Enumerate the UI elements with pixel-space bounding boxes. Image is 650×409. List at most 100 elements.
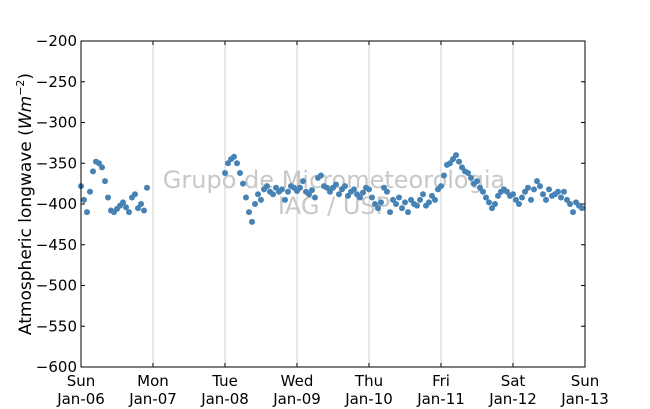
data-point <box>240 180 246 187</box>
data-point <box>369 194 375 201</box>
y-tick-label: −300 <box>36 114 77 132</box>
y-axis-ticks: −600 −550 −500 −450 −400 −350 −300 −250 −200 <box>36 32 585 376</box>
data-point <box>90 168 96 175</box>
data-points <box>78 152 585 225</box>
x-tick-label-date: Jan-12 <box>488 390 537 408</box>
data-point <box>123 204 129 211</box>
x-tick-label-day: Fri <box>432 372 450 390</box>
data-point <box>285 188 291 195</box>
data-point <box>519 194 525 201</box>
data-point <box>144 184 150 191</box>
data-point <box>474 178 480 185</box>
data-point <box>510 191 516 198</box>
data-point <box>249 218 255 225</box>
data-point <box>84 209 90 216</box>
data-point <box>270 191 276 198</box>
data-point <box>399 205 405 212</box>
x-tick-label-date: Jan-13 <box>560 390 609 408</box>
data-point <box>570 209 576 216</box>
data-point <box>534 178 540 185</box>
data-point <box>405 209 411 216</box>
data-point <box>540 191 546 198</box>
x-tick-label-day: Thu <box>354 372 383 390</box>
data-point <box>258 196 264 203</box>
x-tick-label-day: Sat <box>501 372 526 390</box>
data-point <box>453 152 459 159</box>
data-point <box>537 183 543 190</box>
data-point <box>231 153 237 160</box>
data-point <box>441 172 447 179</box>
data-point <box>528 196 534 203</box>
x-tick-label-day: Sun <box>67 372 96 390</box>
data-point <box>318 172 324 179</box>
data-point <box>255 191 261 198</box>
data-point <box>102 178 108 185</box>
data-point <box>483 194 489 201</box>
x-tick-label-date: Jan-07 <box>128 390 177 408</box>
data-point <box>468 174 474 181</box>
data-point <box>246 209 252 216</box>
data-point <box>555 188 561 195</box>
data-point <box>546 186 552 193</box>
grid-lines <box>152 41 514 367</box>
data-point <box>312 194 318 201</box>
data-point <box>393 201 399 207</box>
data-point <box>384 188 390 195</box>
y-tick-label: −600 <box>36 358 77 376</box>
data-point <box>378 199 384 206</box>
data-point <box>558 194 564 201</box>
data-point <box>243 194 249 201</box>
data-point <box>87 188 93 195</box>
data-point <box>456 158 462 165</box>
data-point <box>357 194 363 201</box>
data-point <box>234 160 240 167</box>
x-tick-label-date: Jan-08 <box>200 390 249 408</box>
data-point <box>432 196 438 203</box>
x-tick-label-date: Jan-06 <box>56 390 105 408</box>
data-point <box>138 201 144 207</box>
x-tick-label-date: Jan-10 <box>344 390 393 408</box>
data-point <box>99 164 105 171</box>
data-point <box>333 181 339 188</box>
data-point <box>126 209 132 216</box>
y-tick-label: −450 <box>36 236 77 254</box>
data-point <box>387 209 393 216</box>
y-tick-label: −550 <box>36 317 77 335</box>
data-point <box>531 186 537 193</box>
x-tick-label-day: Sun <box>571 372 600 390</box>
data-point <box>360 189 366 196</box>
data-point <box>543 196 549 203</box>
data-point <box>279 186 285 193</box>
data-point <box>336 191 342 198</box>
data-point <box>309 187 315 194</box>
data-point <box>351 186 357 193</box>
watermark: Grupo de Micrometeorologia IAG / USP <box>163 166 505 220</box>
data-point <box>465 170 471 177</box>
data-point <box>426 199 432 206</box>
y-tick-label: −400 <box>36 195 77 213</box>
data-point <box>237 170 243 177</box>
data-point <box>141 207 147 214</box>
data-point <box>396 194 402 201</box>
data-point <box>414 202 420 209</box>
data-point <box>486 199 492 206</box>
data-point <box>264 183 270 190</box>
data-point <box>402 199 408 206</box>
y-axis-label: Atmospheric longwave (Wm−2) <box>14 73 36 335</box>
data-point <box>300 178 306 185</box>
data-point <box>579 205 585 212</box>
data-point <box>492 201 498 207</box>
data-point <box>480 188 486 195</box>
data-point <box>561 188 567 195</box>
data-point <box>105 194 111 201</box>
data-point <box>417 196 423 203</box>
x-tick-label-day: Mon <box>137 372 169 390</box>
data-point <box>420 191 426 198</box>
y-tick-label: −250 <box>36 73 77 91</box>
data-point <box>132 191 138 198</box>
data-point <box>81 196 87 203</box>
data-point <box>516 201 522 207</box>
data-point <box>366 186 372 193</box>
x-axis-ticks: SunJan-06MonJan-07TueJan-08WedJan-09ThuJ… <box>56 41 609 408</box>
